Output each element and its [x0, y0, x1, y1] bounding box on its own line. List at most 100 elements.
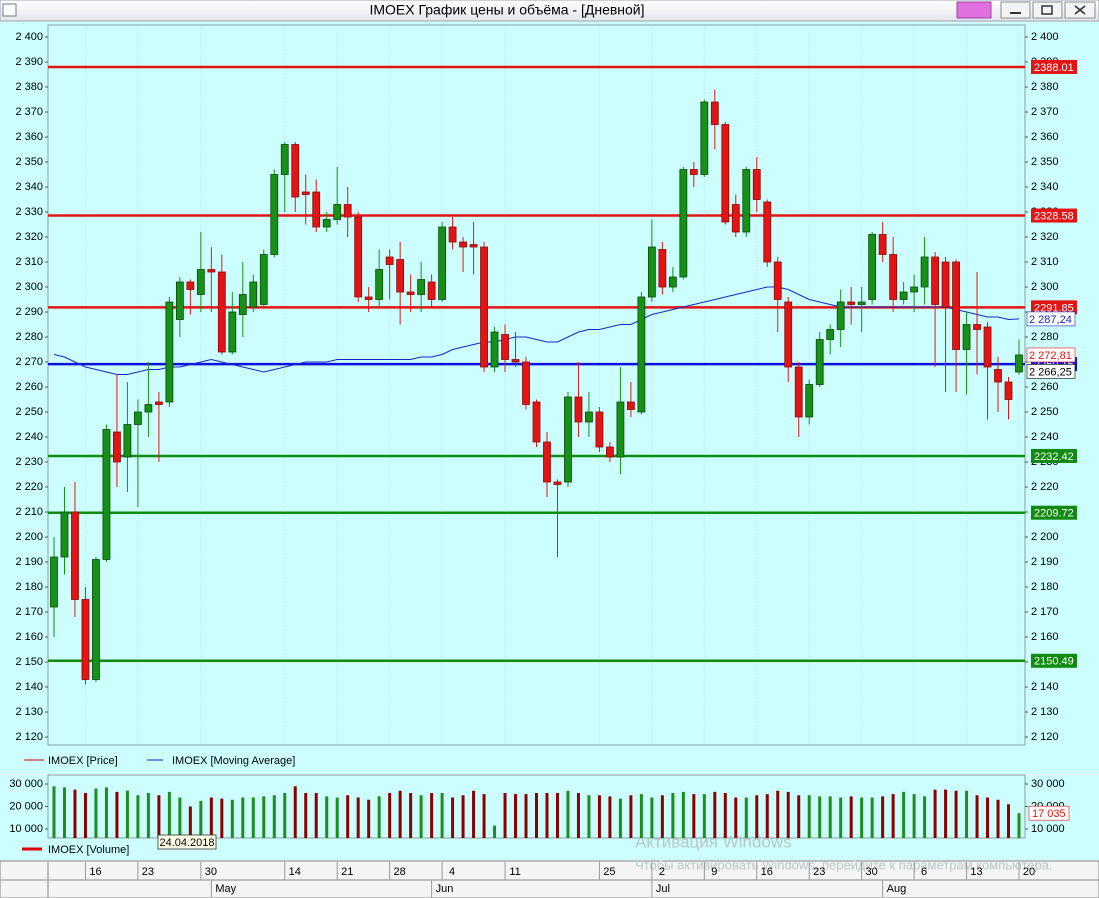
candle-body — [574, 396, 583, 423]
y-tick-label: 2 140 — [15, 681, 43, 693]
y-tick-label: 2 160 — [15, 631, 43, 643]
candle-body — [60, 511, 69, 558]
candle-body — [448, 226, 457, 243]
volume-bar — [440, 793, 444, 838]
x-tick-label: 13 — [970, 866, 982, 878]
x-tick-label: 25 — [603, 866, 615, 878]
y-tick-label: 2 230 — [15, 456, 43, 468]
x-tick-label: 4 — [449, 866, 455, 878]
candle-body — [1015, 354, 1023, 373]
y-tick-label-right: 2 180 — [1031, 581, 1059, 593]
candle-body — [721, 124, 730, 223]
volume-bar — [807, 795, 811, 838]
restore-button[interactable] — [1032, 1, 1063, 19]
y-tick-label: 2 350 — [15, 156, 43, 168]
y-tick-label: 2 300 — [15, 281, 43, 293]
y-tick-label: 2 280 — [15, 331, 43, 343]
price-marker-label: 2 287,24 — [1029, 314, 1072, 326]
price-plot — [47, 24, 1026, 746]
candle-body — [364, 296, 373, 300]
candle-body — [354, 216, 363, 298]
candle-body — [878, 234, 887, 255]
candle-body — [710, 101, 719, 125]
candle-body — [480, 246, 488, 368]
x-tick-label: 30 — [866, 866, 878, 878]
minimize-button[interactable] — [1000, 1, 1031, 19]
volume-bar — [618, 798, 622, 838]
link-button[interactable] — [956, 1, 992, 19]
volume-marker-label: 17 035 — [1032, 808, 1066, 820]
volume-bar — [346, 795, 350, 838]
volume-bar — [209, 797, 213, 838]
volume-bar — [902, 791, 906, 838]
volume-bar — [52, 786, 56, 838]
level-label: 2328.58 — [1034, 210, 1074, 222]
y-tick-label-right: 2 170 — [1031, 606, 1059, 618]
y-tick-label: 2 330 — [15, 206, 43, 218]
level-label-box — [1031, 59, 1077, 74]
candle-body — [71, 511, 79, 600]
y-tick-label-right: 10 000 — [1031, 823, 1065, 835]
volume-bar — [472, 790, 476, 838]
candle-body — [564, 396, 572, 483]
candle-body — [501, 334, 509, 360]
x-tick-label: 28 — [394, 866, 406, 878]
volume-bar — [776, 790, 780, 838]
volume-bar — [839, 797, 843, 838]
y-tick-label: 2 270 — [15, 356, 43, 368]
volume-bar — [545, 793, 549, 838]
candle-body — [270, 174, 279, 255]
candle-body — [889, 254, 898, 300]
candle-body — [973, 324, 981, 330]
price-marker-box — [1026, 347, 1076, 363]
candle-body — [238, 294, 247, 315]
volume-bar — [157, 795, 161, 838]
candle-body — [228, 311, 237, 353]
candle-body — [899, 291, 908, 300]
candle-body — [81, 599, 90, 680]
candle-body — [92, 559, 100, 680]
candle-body — [280, 144, 289, 175]
volume-bar — [272, 795, 276, 838]
x-tick-label: 6 — [921, 866, 927, 878]
volume-bar — [377, 796, 381, 838]
candle-body — [333, 204, 342, 220]
cursor-date: 24.04.2018 — [159, 837, 214, 849]
month-label: May — [215, 883, 236, 895]
candle-body — [175, 281, 184, 320]
level-label: 2150.49 — [1034, 656, 1074, 668]
candle-body — [794, 366, 803, 418]
y-tick-label-right: 2 380 — [1031, 81, 1059, 93]
candle-body — [931, 256, 939, 305]
y-tick-label: 2 190 — [15, 556, 43, 568]
legend-label: IMOEX [Moving Average] — [172, 755, 295, 767]
volume-bar — [398, 790, 402, 838]
volume-bar — [555, 793, 559, 838]
x-tick-label: 16 — [761, 866, 773, 878]
candle-body — [658, 249, 667, 288]
y-tick-label-right: 2 340 — [1031, 181, 1059, 193]
window-icon[interactable] — [2, 3, 17, 17]
candle-body — [186, 281, 195, 290]
candle-body — [836, 301, 845, 330]
candle-body — [144, 404, 153, 413]
volume-bar — [304, 793, 308, 838]
candle-body — [952, 261, 960, 350]
y-tick-label-right: 2 140 — [1031, 681, 1059, 693]
candle-body — [826, 329, 835, 340]
y-tick-label-right: 2 250 — [1031, 406, 1059, 418]
y-tick-label: 20 000 — [9, 800, 43, 812]
watermark-text: Чтобы активировать Windows, перейдите к … — [635, 857, 1053, 872]
candle-body — [627, 401, 635, 410]
candle-body — [207, 269, 216, 273]
volume-bar — [576, 793, 580, 838]
volume-bar — [283, 793, 287, 838]
volume-bar — [860, 797, 864, 838]
candle-body — [417, 279, 426, 295]
y-tick-label: 2 360 — [15, 131, 43, 143]
level-label-box — [1031, 208, 1077, 223]
y-tick-label-right: 2 260 — [1031, 381, 1059, 393]
candle-body — [994, 369, 1002, 383]
y-tick-label: 2 150 — [15, 656, 43, 668]
candle-body — [700, 101, 709, 175]
